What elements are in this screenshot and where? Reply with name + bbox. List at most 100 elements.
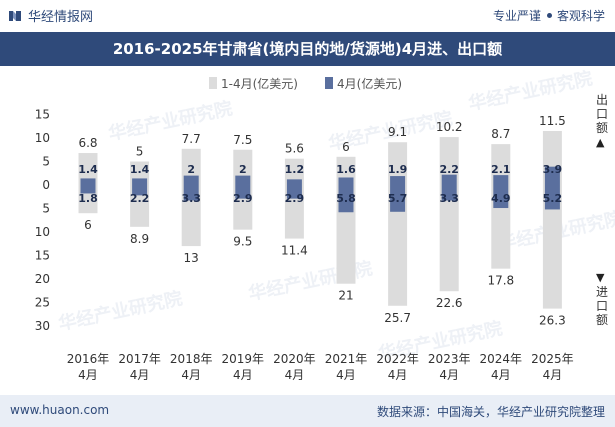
label-cumulative-export: 10.2	[436, 120, 463, 134]
bar-monthly	[132, 178, 148, 196]
label-cumulative-import: 9.5	[233, 235, 252, 249]
y-tick-label: 10	[35, 225, 50, 239]
label-monthly-import: 3.3	[181, 192, 201, 205]
label-monthly-export: 2	[187, 163, 195, 176]
label-monthly-export: 2	[239, 163, 247, 176]
y-axis: 15 10 5 0 5 10 15 20 25 30	[35, 108, 50, 334]
y-tick-label: 20	[35, 272, 50, 286]
label-cumulative-import: 26.3	[539, 314, 566, 328]
label-cumulative-export: 5	[136, 145, 144, 159]
label-cumulative-import: 6	[84, 218, 92, 232]
label-monthly-export: 2.1	[491, 163, 511, 176]
label-cumulative-import: 25.7	[384, 311, 411, 325]
x-tick-label: 2024年	[480, 352, 523, 366]
x-tick-label: 2017年	[118, 352, 161, 366]
label-monthly-export: 1.2	[285, 163, 305, 176]
top-bar: 华经情报网 专业严谨 客观科学	[0, 0, 615, 32]
y-tick-label: 5	[42, 202, 50, 216]
x-tick-label: 2021年	[325, 352, 368, 366]
label-cumulative-import: 8.9	[130, 232, 149, 246]
label-monthly-import: 3.3	[439, 192, 459, 205]
brand-logo-icon	[9, 11, 21, 21]
x-tick-label: 2022年	[376, 352, 419, 366]
y-tick-label: 0	[42, 178, 50, 192]
legend-label-monthly: 4月(亿美元)	[337, 76, 402, 91]
bar-monthly	[493, 175, 509, 209]
bar-monthly	[338, 177, 354, 213]
y-tick-label: 10	[35, 131, 50, 145]
right-label-import: 进口额	[596, 285, 608, 327]
header-tags: 专业严谨 客观科学	[493, 7, 605, 24]
x-tick-label: 4月	[233, 368, 253, 382]
label-monthly-export: 1.6	[336, 163, 356, 176]
y-tick-label: 5	[42, 155, 50, 169]
x-axis: 2016年 4月 2017年 4月 2018年 4月 2019年 4月 2020年 4月 2021年…	[67, 352, 574, 382]
label-cumulative-import: 13	[184, 251, 199, 265]
legend-swatch-monthly	[325, 77, 333, 89]
label-monthly-export: 2.2	[439, 163, 459, 176]
x-tick-label: 2018年	[170, 352, 213, 366]
brand-name: 华经情报网	[28, 10, 94, 25]
label-monthly-export: 3.9	[543, 163, 563, 176]
bar-cumulative	[439, 137, 459, 292]
label-monthly-export: 1.9	[388, 163, 408, 176]
x-tick-label: 4月	[439, 368, 459, 382]
footer: www.huaon.com 数据来源：中国海关，华经产业研究院整理	[0, 395, 615, 427]
y-tick-label: 30	[35, 319, 50, 333]
label-cumulative-export: 11.5	[539, 114, 566, 128]
title-bar: 2016-2025年甘肃省(境内目的地/货源地)4月进、出口额	[0, 32, 615, 66]
x-tick-label: 4月	[181, 368, 201, 382]
x-tick-label: 4月	[285, 368, 305, 382]
label-monthly-import: 1.8	[78, 192, 98, 205]
x-tick-label: 4月	[336, 368, 356, 382]
tag-separator-icon	[546, 13, 552, 18]
x-tick-label: 4月	[388, 368, 408, 382]
label-monthly-import: 2.9	[285, 192, 305, 205]
bar-monthly	[441, 174, 457, 201]
label-cumulative-export: 8.7	[491, 127, 510, 141]
label-monthly-export: 1.4	[130, 163, 150, 176]
label-cumulative-export: 5.6	[285, 142, 304, 156]
y-tick-label: 15	[35, 249, 50, 263]
chart-title: 2016-2025年甘肃省(境内目的地/货源地)4月进、出口额	[112, 40, 503, 58]
label-monthly-import: 5.7	[388, 192, 408, 205]
bar-cumulative	[542, 130, 562, 309]
label-cumulative-export: 6	[342, 140, 350, 154]
watermark-text: 华经产业研究院	[106, 97, 234, 145]
legend-swatch-cumulative	[209, 77, 217, 89]
bar-monthly	[390, 176, 406, 212]
label-cumulative-import: 21	[338, 289, 353, 303]
bar-monthly	[544, 166, 560, 210]
label-cumulative-import: 17.8	[487, 274, 514, 288]
up-arrow-icon: ▲	[596, 136, 605, 149]
watermark-text: 华经产业研究院	[466, 67, 594, 115]
x-tick-label: 2025年	[531, 352, 574, 366]
bars: 6.8 6 1.4 1.8 5 8.9 1.4 2.2 7.7 13 2 3.3 7.5 9.5 2 2.9 5…	[78, 114, 566, 328]
x-tick-label: 2023年	[428, 352, 471, 366]
label-cumulative-export: 7.7	[182, 132, 201, 146]
legend-label-cumulative: 1-4月(亿美元)	[221, 76, 298, 91]
label-cumulative-import: 11.4	[281, 244, 308, 258]
x-tick-label: 4月	[491, 368, 511, 382]
bar-monthly	[80, 178, 96, 194]
x-tick-label: 4月	[543, 368, 563, 382]
x-tick-label: 2016年	[67, 352, 110, 366]
bar-monthly	[183, 175, 199, 201]
label-monthly-import: 2.2	[130, 192, 150, 205]
bar-monthly	[235, 175, 251, 199]
watermark-text: 华经产业研究院	[56, 287, 184, 335]
label-monthly-import: 5.2	[543, 192, 563, 205]
x-tick-label: 2019年	[222, 352, 265, 366]
footer-site: www.huaon.com	[10, 403, 110, 417]
tag-2: 客观科学	[556, 9, 605, 23]
x-tick-label: 2020年	[273, 352, 316, 366]
label-cumulative-export: 7.5	[233, 133, 252, 147]
down-arrow-icon: ▼	[596, 271, 605, 284]
y-tick-label: 25	[35, 296, 50, 310]
tag-1: 专业严谨	[492, 9, 541, 23]
label-monthly-import: 5.8	[336, 192, 356, 205]
label-cumulative-import: 22.6	[436, 296, 463, 310]
y-tick-label: 15	[35, 108, 50, 122]
label-cumulative-export: 9.1	[388, 125, 407, 139]
